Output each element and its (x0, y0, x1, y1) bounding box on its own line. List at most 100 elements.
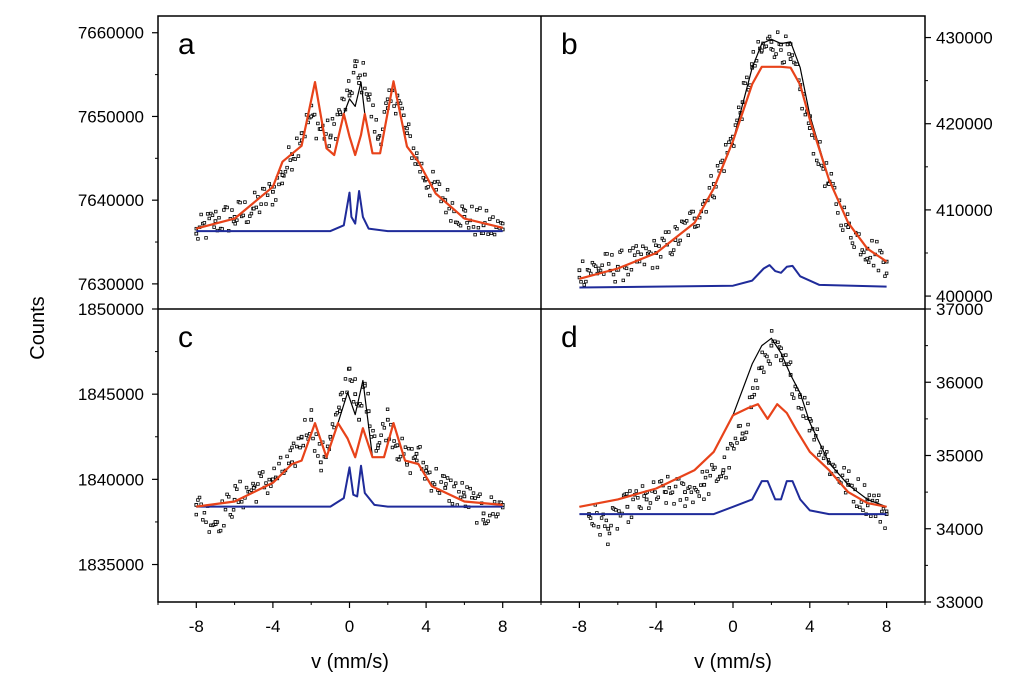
data-point (655, 265, 660, 270)
data-point (667, 486, 672, 490)
data-point (210, 213, 215, 218)
data-point (478, 492, 482, 496)
data-point (410, 447, 414, 451)
data-point (604, 518, 609, 523)
data-point (678, 498, 683, 502)
data-point (700, 470, 705, 474)
data-point (733, 436, 738, 441)
data-point (865, 256, 869, 261)
data-point (314, 136, 318, 141)
data-point (683, 490, 687, 494)
y-tick-label: 410000 (936, 201, 993, 220)
data-point (316, 454, 320, 458)
data-point (784, 353, 788, 357)
data-point (634, 489, 638, 493)
data-point (842, 466, 846, 470)
data-point (788, 360, 793, 364)
data-point (194, 231, 199, 236)
data-point (776, 340, 780, 344)
data-point (233, 222, 237, 226)
data-point (774, 354, 779, 358)
data-point (492, 232, 497, 237)
data-point (588, 516, 593, 520)
data-point (689, 490, 694, 494)
data-point (580, 259, 585, 263)
data-point (807, 428, 812, 433)
data-point (663, 230, 668, 234)
data-point (785, 42, 790, 47)
data-point (858, 252, 863, 257)
data-point (652, 238, 656, 243)
data-point (406, 122, 411, 126)
data-point (626, 272, 630, 277)
data-point (249, 488, 254, 492)
data-point (710, 463, 714, 467)
data-point (248, 214, 252, 218)
data-point (810, 133, 814, 137)
data-point (371, 428, 375, 433)
data-point (443, 486, 448, 490)
data-point (577, 268, 582, 273)
data-point (749, 62, 754, 66)
data-point (702, 497, 706, 501)
data-point (842, 205, 847, 210)
data-point (445, 188, 450, 192)
data-point (492, 500, 497, 504)
data-point (750, 395, 755, 399)
data-point (335, 112, 340, 117)
data-point (779, 358, 783, 363)
data-point (385, 97, 390, 101)
data-point (327, 144, 331, 148)
data-point (683, 504, 687, 508)
data-point (722, 455, 727, 459)
data-point (230, 208, 234, 212)
data-point (819, 163, 824, 168)
data-point (872, 493, 876, 498)
data-point (730, 443, 734, 448)
data-point (491, 215, 495, 219)
axes-layer: 7630000 7640000 7650000 7660000 400000 410000… (78, 24, 993, 636)
data-point (708, 473, 712, 478)
data-point (628, 489, 632, 493)
data-point (428, 193, 432, 198)
data-point (347, 366, 352, 371)
data-point (238, 200, 242, 205)
data-point (444, 482, 448, 486)
data-point (631, 246, 635, 250)
data-point (254, 500, 258, 504)
main-component-line (196, 80, 503, 230)
data-point (384, 438, 388, 443)
data-point (745, 75, 749, 80)
data-point (678, 238, 682, 243)
data-point (362, 72, 367, 77)
data-point (614, 508, 618, 512)
data-point (654, 243, 658, 247)
data-point (769, 329, 774, 333)
data-point (298, 445, 302, 450)
data-point (299, 131, 304, 136)
data-point (759, 48, 764, 53)
data-point (811, 152, 816, 156)
data-point (796, 405, 801, 410)
data-point (218, 528, 223, 533)
y-tick-label: 7640000 (78, 191, 144, 210)
data-point (642, 494, 646, 498)
data-point (861, 508, 865, 513)
data-point (398, 454, 403, 459)
data-point (343, 377, 348, 381)
data-point (244, 485, 249, 490)
data-point (663, 490, 668, 494)
data-point (883, 526, 887, 530)
data-point (239, 500, 244, 504)
data-point (205, 212, 210, 216)
data-point (686, 233, 691, 237)
data-point (629, 268, 634, 272)
data-point (463, 209, 468, 213)
data-point (666, 474, 670, 479)
data-point (870, 238, 874, 243)
data-point (424, 468, 428, 473)
data-point (371, 103, 375, 107)
data-point (662, 238, 666, 243)
data-point (584, 279, 588, 284)
data-point (722, 169, 726, 173)
